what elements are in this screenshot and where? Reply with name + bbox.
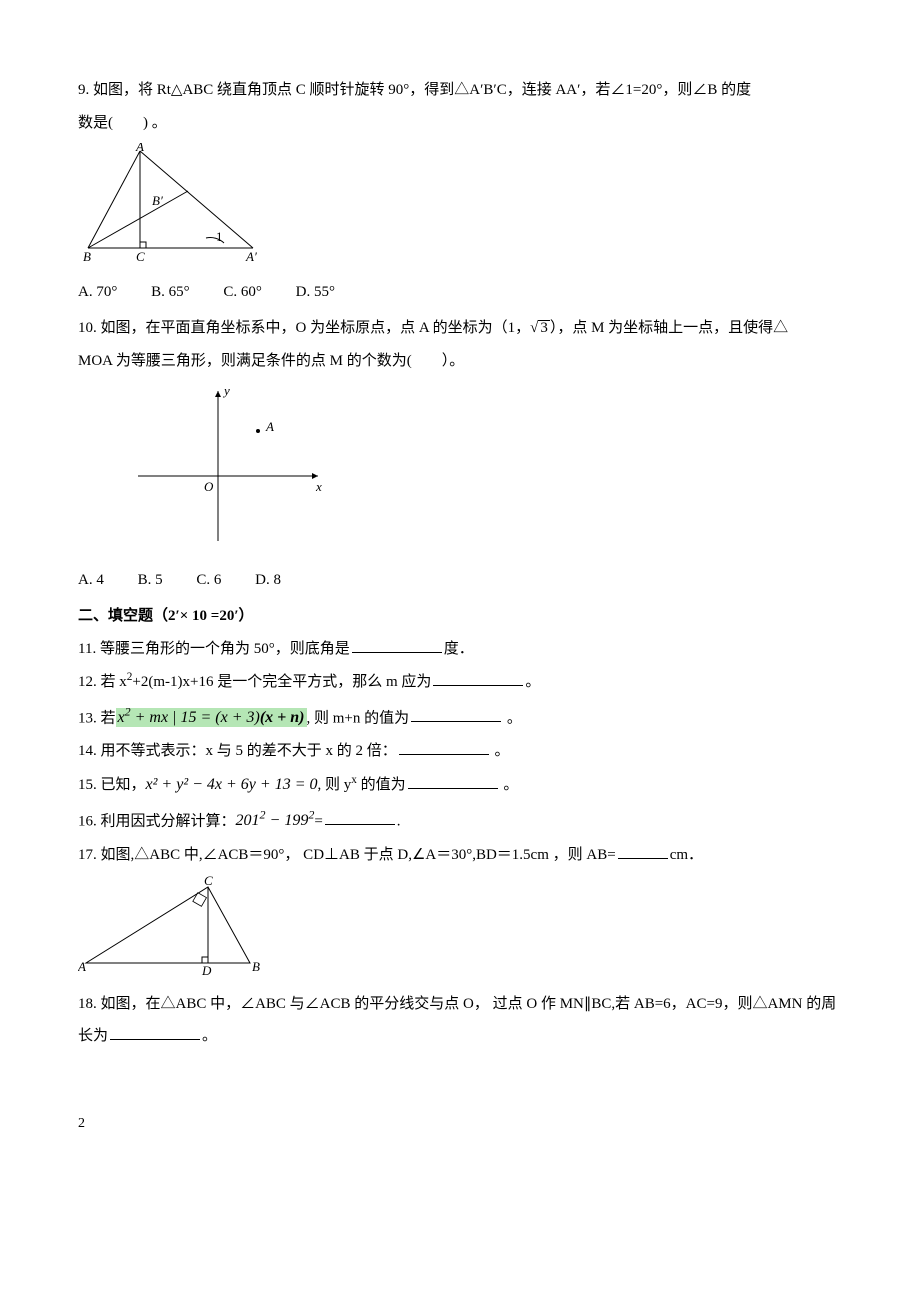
q9-label-Ap: A′ — [245, 249, 257, 263]
q9-opt-b: B. 65° — [151, 284, 190, 300]
q9-label-C: C — [136, 249, 145, 263]
q10-A-label: A — [265, 419, 274, 434]
q9-label-A: A — [135, 143, 144, 154]
q17-C: C — [204, 875, 213, 888]
q10-text-a: 10. 如图，在平面直角坐标系中，O 为坐标原点，点 A 的坐标为（1， — [78, 320, 530, 336]
q16-blank[interactable] — [325, 809, 395, 825]
q9-angle-1: 1 — [216, 229, 223, 244]
question-9: 9. 如图，将 Rt△ABC 绕直角顶点 C 顺时针旋转 90°，得到△A′B′… — [78, 76, 842, 105]
q10-x-label: x — [315, 479, 322, 494]
q13-b: , 则 m+n 的值为 — [307, 710, 410, 726]
q15-a: 15. 已知， — [78, 777, 146, 793]
q9-opt-a: A. 70° — [78, 284, 117, 300]
q16-a: 16. 利用因式分解计算： — [78, 813, 236, 829]
q13-a: 13. 若 — [78, 710, 116, 726]
q10-O-label: O — [204, 479, 214, 494]
q10-opt-c: C. 6 — [196, 572, 221, 588]
q13-highlight: x2 + mx | 15 = (x + 3)(x + n) — [116, 708, 307, 727]
q10-options: A. 4 B. 5 C. 6 D. 8 — [78, 566, 842, 595]
question-16: 16. 利用因式分解计算：2012 − 1992=. — [78, 804, 842, 837]
question-15: 15. 已知，x² + y² − 4x + 6y + 13 = 0, 则 yx … — [78, 770, 842, 800]
q15-d: 。 — [500, 777, 519, 793]
q14-b: 。 — [491, 743, 510, 759]
q17-a: 17. 如图,△ABC 中,∠ACB＝90°， CD⊥AB 于点 D,∠A＝30… — [78, 847, 616, 863]
q17-A: A — [78, 959, 86, 974]
q10-sqrt: 3 — [538, 320, 550, 336]
q11-blank[interactable] — [352, 637, 442, 653]
q9-text-line1: 9. 如图，将 Rt△ABC 绕直角顶点 C 顺时针旋转 90°，得到△A′B′… — [78, 82, 751, 98]
q12-b: +2(m-1)x+16 是一个完全平方式，那么 m 应为 — [132, 674, 431, 690]
q10-figure: x y O A — [128, 381, 842, 562]
q12-c: 。 — [525, 674, 540, 690]
question-18: 18. 如图，在△ABC 中，∠ABC 与∠ACB 的平分线交与点 O， 过点 … — [78, 990, 842, 1019]
q10-opt-b: B. 5 — [138, 572, 163, 588]
q12-blank[interactable] — [433, 670, 523, 686]
q14-blank[interactable] — [399, 739, 489, 755]
q14-a: 14. 用不等式表示：x 与 5 的差不大于 x 的 2 倍： — [78, 743, 397, 759]
q15-c: 的值为 — [357, 777, 406, 793]
q9-figure: B C A′ A B′ 1 — [78, 143, 842, 274]
question-17: 17. 如图,△ABC 中,∠ACB＝90°， CD⊥AB 于点 D,∠A＝30… — [78, 841, 842, 870]
q9-text-line2: 数是( ) 。 — [78, 109, 842, 138]
q9-opt-d: D. 55° — [296, 284, 335, 300]
q18-line2: 长为 。 — [78, 1022, 842, 1051]
q9-label-B: B — [83, 249, 91, 263]
q10-y-label: y — [222, 383, 230, 398]
q18-blank[interactable] — [110, 1024, 200, 1040]
q13-c: 。 — [503, 710, 522, 726]
q16-c: . — [397, 813, 401, 829]
q10-text-c: MOA 为等腰三角形，则满足条件的点 M 的个数为( ）。 — [78, 347, 842, 376]
q10-opt-a: A. 4 — [78, 572, 104, 588]
q18-a: 18. 如图，在△ABC 中，∠ABC 与∠ACB 的平分线交与点 O， 过点 … — [78, 996, 836, 1012]
q13-blank[interactable] — [411, 706, 501, 722]
page-number: 2 — [78, 1111, 842, 1138]
section-2-heading: 二、填空题（2′× 10 =20′） — [78, 602, 842, 631]
q16-b: = — [314, 813, 322, 829]
q17-b: cm． — [670, 847, 703, 863]
q10-text-b: ），点 M 为坐标轴上一点，且使得△ — [550, 320, 788, 336]
q10-opt-d: D. 8 — [255, 572, 281, 588]
q9-opt-c: C. 60° — [223, 284, 262, 300]
q18-c: 。 — [202, 1028, 217, 1044]
q9-options: A. 70° B. 65° C. 60° D. 55° — [78, 278, 842, 307]
question-14: 14. 用不等式表示：x 与 5 的差不大于 x 的 2 倍： 。 — [78, 737, 842, 766]
q17-blank[interactable] — [618, 843, 668, 859]
question-13: 13. 若x2 + mx | 15 = (x + 3)(x + n), 则 m+… — [78, 701, 842, 734]
question-12: 12. 若 x2+2(m-1)x+16 是一个完全平方式，那么 m 应为。 — [78, 667, 842, 697]
q15-blank[interactable] — [408, 773, 498, 789]
question-10: 10. 如图，在平面直角坐标系中，O 为坐标原点，点 A 的坐标为（1，√3），… — [78, 314, 842, 343]
q15-b: , 则 y — [318, 777, 352, 793]
q12-a: 12. 若 x — [78, 674, 127, 690]
q17-figure: A B C D — [78, 875, 842, 986]
q15-math: x² + y² − 4x + 6y + 13 = 0 — [146, 776, 318, 793]
q11-b: 度． — [444, 641, 474, 657]
q9-label-Bp: B′ — [152, 193, 163, 208]
q18-b: 长为 — [78, 1028, 108, 1044]
q11-a: 11. 等腰三角形的一个角为 50°，则底角是 — [78, 641, 350, 657]
q17-D: D — [201, 963, 212, 975]
question-11: 11. 等腰三角形的一个角为 50°，则底角是 度． — [78, 635, 842, 664]
q17-B: B — [252, 959, 260, 974]
